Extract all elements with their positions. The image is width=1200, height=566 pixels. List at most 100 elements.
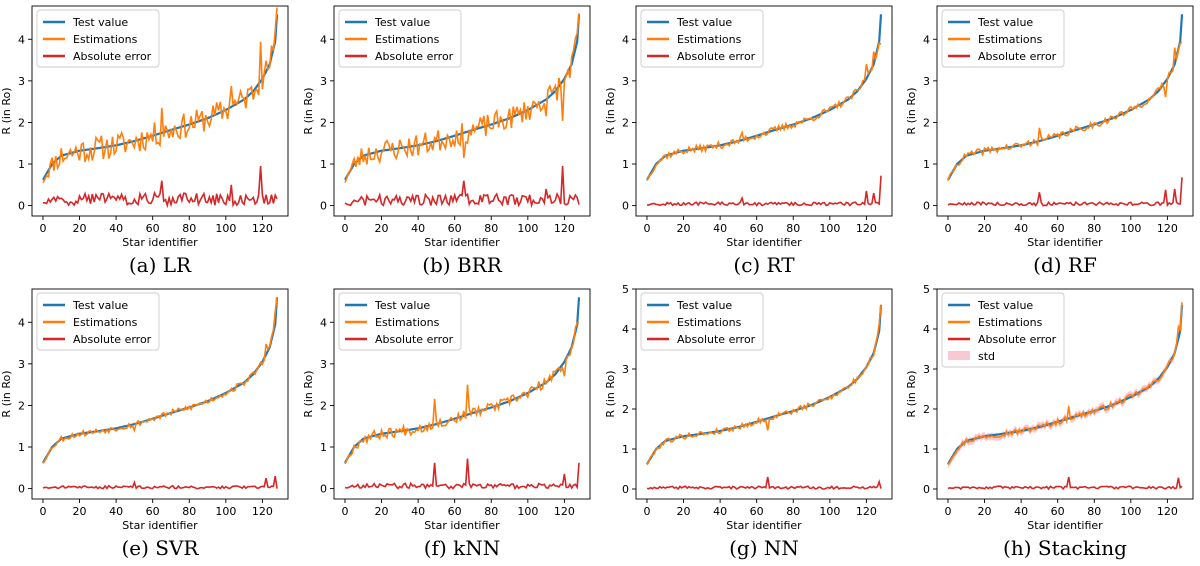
y-tick-label: 3 <box>320 75 327 88</box>
x-axis-label: Star identifier <box>1027 236 1103 249</box>
y-tick-label: 0 <box>923 483 930 496</box>
y-tick-label: 4 <box>622 323 629 336</box>
x-tick-label: 0 <box>341 505 348 518</box>
y-tick-label: 3 <box>18 358 25 371</box>
x-tick-label: 60 <box>146 222 160 235</box>
y-tick-label: 2 <box>622 403 629 416</box>
x-tick-label: 80 <box>1087 505 1101 518</box>
x-tick-label: 0 <box>643 222 650 235</box>
y-tick-label: 1 <box>320 158 327 171</box>
x-tick-label: 0 <box>341 222 348 235</box>
legend: Test value Estimations Absolute error std <box>941 292 1065 368</box>
legend-entry: Test value <box>374 16 430 29</box>
x-axis-label: Star identifier <box>424 519 500 532</box>
legend-entry: Absolute error <box>73 333 152 346</box>
series-estimations <box>42 297 278 464</box>
series-test-value <box>947 14 1184 181</box>
x-tick-label: 20 <box>677 505 691 518</box>
legend-entry: Absolute error <box>978 50 1057 63</box>
legend-entry: Absolute error <box>677 333 756 346</box>
x-tick-label: 40 <box>713 505 727 518</box>
y-axis-label: R (in Ro) <box>0 370 13 417</box>
x-tick-label: 80 <box>182 222 196 235</box>
x-tick-label: 0 <box>39 505 46 518</box>
legend-box <box>36 292 160 351</box>
legend: Test value Estimations Absolute error <box>36 9 160 68</box>
y-tick-label: 3 <box>320 358 327 371</box>
y-tick-label: 0 <box>320 483 327 496</box>
x-tick-label: 120 <box>1157 222 1178 235</box>
legend-entry: Estimations <box>978 33 1043 46</box>
legend-entry: Test value <box>72 299 128 312</box>
y-tick-label: 0 <box>18 483 25 496</box>
axes-frame <box>333 288 591 500</box>
legend-box <box>338 9 462 68</box>
y-tick-label: 1 <box>18 441 25 454</box>
y-tick-label: 2 <box>320 399 327 412</box>
y-tick-label: 1 <box>622 158 629 171</box>
legend-box <box>640 292 764 351</box>
legend-entry: Estimations <box>73 33 138 46</box>
x-tick-label: 60 <box>750 505 764 518</box>
x-tick-label: 60 <box>146 505 160 518</box>
x-tick-label: 100 <box>819 505 840 518</box>
legend-entry: Absolute error <box>73 50 152 63</box>
x-axis-label: Star identifier <box>424 236 500 249</box>
y-tick-label: 2 <box>320 116 327 129</box>
legend: Test value Estimations Absolute error <box>640 292 764 351</box>
legend-box <box>941 292 1065 368</box>
x-tick-label: 80 <box>182 505 196 518</box>
y-tick-label: 4 <box>320 33 327 46</box>
panel-caption: (g) NN <box>729 536 799 560</box>
x-tick-label: 0 <box>39 222 46 235</box>
series-estimations <box>42 7 278 184</box>
legend: Test value Estimations Absolute error <box>640 9 764 68</box>
series-absolute-error <box>646 175 882 207</box>
x-tick-label: 80 <box>786 505 800 518</box>
series-estimations <box>947 302 1183 466</box>
chart-panel-rt: 0 20 40 60 80 100 120 0 1 2 3 4 Star identifier R (in… <box>604 5 893 277</box>
y-tick-label: 4 <box>320 316 327 329</box>
panel-caption: (c) RT <box>733 253 795 277</box>
x-tick-label: 20 <box>375 505 389 518</box>
y-axis-label: R (in Ro) <box>604 370 617 417</box>
x-tick-label: 100 <box>819 222 840 235</box>
x-axis-label: Star identifier <box>726 519 802 532</box>
series-absolute-error <box>344 166 580 209</box>
legend-box <box>338 292 462 351</box>
x-tick-label: 40 <box>411 505 425 518</box>
y-tick-label: 1 <box>18 158 25 171</box>
x-tick-label: 80 <box>484 222 498 235</box>
y-tick-label: 1 <box>923 443 930 456</box>
axes-frame <box>936 5 1194 217</box>
x-tick-label: 40 <box>1014 222 1028 235</box>
x-tick-label: 40 <box>109 222 123 235</box>
legend-entry: Test value <box>977 16 1033 29</box>
y-axis-label: R (in Ro) <box>302 87 315 134</box>
series-absolute-error <box>947 476 1183 491</box>
x-tick-label: 100 <box>215 505 236 518</box>
series-absolute-error <box>947 177 1183 208</box>
legend-entry: Absolute error <box>677 50 756 63</box>
legend-entry: Estimations <box>73 316 138 329</box>
x-tick-label: 80 <box>786 222 800 235</box>
series-estimations <box>344 322 580 465</box>
axes-frame <box>31 288 289 500</box>
y-tick-label: 4 <box>18 33 25 46</box>
series-estimations <box>646 41 882 181</box>
x-tick-label: 80 <box>484 505 498 518</box>
y-axis-label: R (in Ro) <box>302 370 315 417</box>
x-tick-label: 60 <box>448 222 462 235</box>
series-test-value <box>947 304 1184 465</box>
legend-entry: Test value <box>72 16 128 29</box>
y-tick-label: 3 <box>923 363 930 376</box>
legend-entry: Absolute error <box>375 50 454 63</box>
chart-panel-nn: 0 20 40 60 80 100 120 0 1 2 3 4 5 Star identifier R (i… <box>604 283 893 560</box>
chart-panel-rf: 0 20 40 60 80 100 120 0 1 2 3 4 Star identifier R (in… <box>905 5 1194 277</box>
y-tick-label: 1 <box>320 441 327 454</box>
y-axis-label: R (in Ro) <box>905 87 918 134</box>
legend-entry: Estimations <box>375 316 440 329</box>
axes-frame <box>31 5 289 217</box>
legend-entry: Absolute error <box>375 333 454 346</box>
legend-entry: Estimations <box>677 316 742 329</box>
